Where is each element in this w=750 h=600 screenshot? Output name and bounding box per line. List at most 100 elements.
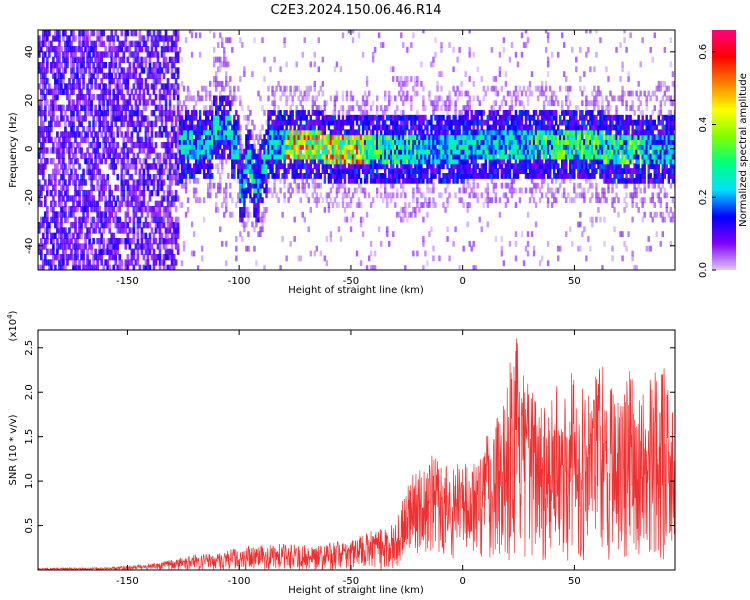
heatmap-cell <box>98 56 101 63</box>
heatmap-cell <box>204 95 208 102</box>
heatmap-cell <box>92 264 95 270</box>
heatmap-cell <box>98 110 101 117</box>
heatmap-cell <box>303 95 306 102</box>
heatmap-cell <box>126 206 130 213</box>
heatmap-cell <box>488 114 492 121</box>
heatmap-cell <box>476 143 479 150</box>
heatmap-cell <box>243 153 246 160</box>
heatmap-cell <box>114 62 118 69</box>
heatmap-cell <box>347 173 351 179</box>
heatmap-cell <box>273 95 276 102</box>
heatmap-cell <box>116 46 120 53</box>
heatmap-cell <box>168 152 172 159</box>
heatmap-cell <box>80 136 83 143</box>
heatmap-cell <box>428 187 431 194</box>
heatmap-cell <box>426 139 429 145</box>
heatmap-cell <box>188 177 192 184</box>
heatmap-cell <box>188 168 192 174</box>
heatmap-cell <box>464 158 467 165</box>
heatmap-cell <box>68 99 71 106</box>
heatmap-cell <box>126 99 130 106</box>
heatmap-cell <box>124 216 128 223</box>
heatmap-cell <box>52 200 55 207</box>
heatmap-cell <box>373 143 377 150</box>
heatmap-cell <box>72 83 75 90</box>
heatmap-cell <box>448 95 451 102</box>
heatmap-cell <box>281 139 284 145</box>
heatmap-cell <box>448 114 451 121</box>
heatmap-cell <box>351 37 355 44</box>
heatmap-cell <box>285 143 288 150</box>
heatmap-cell <box>458 139 461 145</box>
heatmap-cell <box>229 182 232 189</box>
heatmap-cell <box>279 110 282 116</box>
heatmap-cell <box>335 124 339 131</box>
heatmap-cell <box>68 147 71 154</box>
heatmap-cell <box>265 168 268 174</box>
heatmap-cell <box>100 30 103 37</box>
heatmap-cell <box>317 37 321 44</box>
heatmap-cell <box>180 80 184 87</box>
heatmap-cell <box>375 187 379 194</box>
heatmap-cell <box>68 163 71 170</box>
heatmap-cell <box>502 37 506 44</box>
heatmap-cell <box>227 95 230 102</box>
heatmap-cell <box>454 173 457 179</box>
heatmap-cell <box>186 148 190 155</box>
heatmap-cell <box>337 168 341 174</box>
heatmap-cell <box>406 163 409 170</box>
heatmap-cell <box>428 153 431 160</box>
heatmap-cell <box>108 190 112 197</box>
heatmap-cell <box>198 163 202 170</box>
heatmap-cell <box>484 187 487 194</box>
heatmap-cell <box>361 168 365 174</box>
heatmap-cell <box>108 238 112 245</box>
heatmap-cell <box>122 142 126 149</box>
heatmap-cell <box>78 142 81 149</box>
heatmap-cell <box>257 182 260 189</box>
heatmap-cell <box>194 197 198 204</box>
heatmap-cell <box>108 142 112 149</box>
heatmap-cell <box>118 238 122 245</box>
heatmap-cell <box>301 134 304 141</box>
heatmap-cell <box>208 182 212 189</box>
heatmap-cell <box>184 134 188 141</box>
heatmap-cell <box>92 216 95 223</box>
heatmap-cell <box>215 119 218 126</box>
heatmap-cell <box>430 158 433 165</box>
heatmap-cell <box>92 94 95 101</box>
heatmap-cell <box>204 134 208 141</box>
heatmap-cell <box>484 163 487 170</box>
heatmap-cell <box>58 254 61 261</box>
heatmap-cell <box>428 90 431 97</box>
heatmap-cell <box>213 148 216 155</box>
heatmap-cell <box>472 134 475 141</box>
heatmap-cell <box>390 129 393 136</box>
heatmap-cell <box>327 139 331 145</box>
heatmap-cell <box>88 142 91 149</box>
heatmap-cell <box>295 163 298 170</box>
heatmap-cell <box>267 187 270 194</box>
heatmap-cell <box>213 134 216 141</box>
heatmap-cell <box>349 90 353 97</box>
heatmap-cell <box>134 179 138 186</box>
heatmap-cell <box>281 90 284 97</box>
heatmap-cell <box>502 95 506 102</box>
heatmap-cell <box>297 114 300 121</box>
heatmap-cell <box>78 200 81 207</box>
heatmap-cell <box>210 105 214 111</box>
heatmap-cell <box>88 35 91 42</box>
heatmap-cell <box>444 173 447 179</box>
heatmap-cell <box>394 173 397 179</box>
heatmap-cell <box>349 168 353 174</box>
heatmap-cell <box>257 231 260 238</box>
heatmap-cell <box>186 163 190 170</box>
heatmap-cell <box>192 129 196 136</box>
heatmap-cell <box>100 67 103 74</box>
heatmap-cell <box>452 148 455 155</box>
heatmap-cell <box>160 222 164 229</box>
heatmap-cell <box>383 163 387 170</box>
heatmap-cell <box>58 136 61 143</box>
heatmap-cell <box>56 147 59 154</box>
heatmap-cell <box>498 158 502 165</box>
